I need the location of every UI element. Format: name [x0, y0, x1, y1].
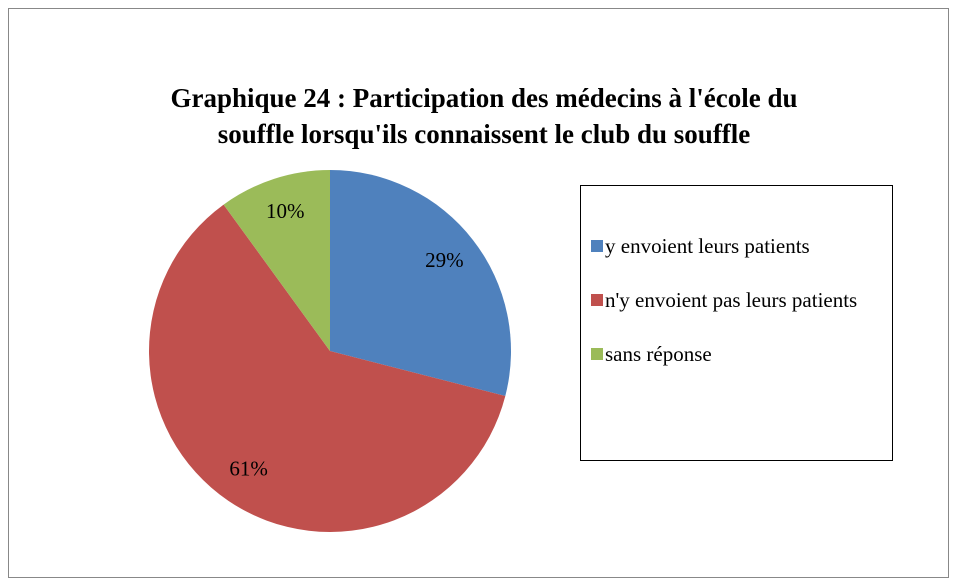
legend-swatch: [591, 240, 603, 252]
legend-swatch: [591, 348, 603, 360]
pie-slice: [223, 170, 330, 351]
legend-entry: sans réponse: [591, 340, 885, 368]
legend-label: y envoient leurs patients: [605, 234, 810, 258]
legend-entry: y envoient leurs patients: [591, 232, 885, 260]
chart-title: Graphique 24 : Participation des médecin…: [171, 83, 798, 113]
legend-entry: n'y envoient pas leurs patients: [591, 286, 885, 314]
legend-label: sans réponse: [605, 342, 712, 366]
data-label: 29%: [425, 248, 464, 272]
data-label: 10%: [266, 199, 305, 223]
pie-slice: [330, 170, 511, 397]
chart-title: souffle lorsqu'ils connaissent le club d…: [218, 119, 751, 149]
legend-label: n'y envoient pas leurs patients: [605, 288, 858, 312]
pie-slice: [149, 204, 506, 532]
data-label: 61%: [229, 457, 268, 481]
legend: y envoient leurs patients n'y envoient pa…: [580, 185, 893, 461]
legend-swatch: [591, 294, 603, 306]
